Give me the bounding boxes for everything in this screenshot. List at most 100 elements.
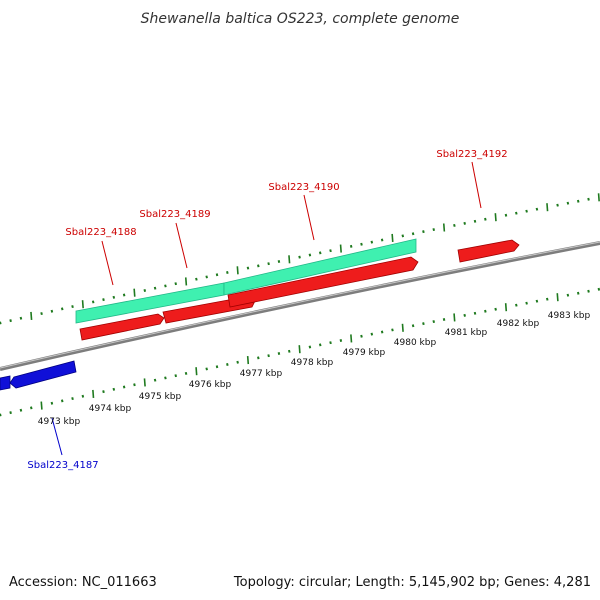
minor-tick xyxy=(308,253,312,257)
minor-tick xyxy=(164,284,167,288)
minor-tick xyxy=(360,242,363,246)
minor-tick xyxy=(566,201,570,205)
major-tick xyxy=(546,203,549,212)
major-tick xyxy=(184,277,188,286)
major-tick xyxy=(350,334,353,343)
minor-tick xyxy=(112,387,116,391)
rna-feature-segment[interactable] xyxy=(223,238,417,296)
minor-tick xyxy=(473,311,477,315)
cds-arrow-sbal223-4190[interactable] xyxy=(227,256,419,308)
major-tick xyxy=(143,378,146,387)
minor-tick xyxy=(504,213,508,217)
minor-tick xyxy=(432,228,436,232)
reverse-cds-track xyxy=(0,360,77,391)
scale-label: 4982 kbp xyxy=(497,319,540,329)
minor-tick xyxy=(205,275,208,279)
major-tick xyxy=(195,367,198,376)
minor-tick xyxy=(60,307,64,311)
gene-label-sbal223-4188[interactable]: Sbal223_4188 xyxy=(65,227,136,238)
outer-tick-ring xyxy=(0,193,600,325)
major-tick xyxy=(494,213,497,222)
scale-label: 4976 kbp xyxy=(189,380,232,390)
leader-line-sbal223-4187 xyxy=(51,417,63,456)
major-tick xyxy=(133,288,136,297)
minor-tick xyxy=(71,305,74,309)
minor-tick xyxy=(174,282,178,286)
minor-tick xyxy=(411,232,415,236)
minor-tick xyxy=(597,287,600,291)
major-tick xyxy=(236,266,239,275)
minor-tick xyxy=(370,332,374,336)
minor-tick xyxy=(195,277,198,281)
minor-tick xyxy=(277,260,281,263)
minor-tick xyxy=(226,363,229,366)
gene-label-sbal223-4189[interactable]: Sbal223_4189 xyxy=(139,209,210,220)
minor-tick xyxy=(401,234,405,238)
cds-arrow-sbal223-4187[interactable] xyxy=(9,360,77,389)
major-tick xyxy=(401,323,404,332)
forward-cds-track xyxy=(79,239,520,341)
minor-tick xyxy=(50,401,54,405)
minor-tick xyxy=(576,199,580,203)
rna-track xyxy=(75,238,417,324)
gene-label-sbal223-4192[interactable]: Sbal223_4192 xyxy=(436,149,507,160)
minor-tick xyxy=(9,319,12,323)
minor-tick xyxy=(556,203,559,207)
minor-tick xyxy=(484,217,487,221)
scale-label: 4978 kbp xyxy=(291,358,334,368)
minor-tick xyxy=(360,334,363,338)
accession-label: Accession: NC_011663 xyxy=(9,575,157,590)
scale-label: 4975 kbp xyxy=(139,392,182,402)
minor-tick xyxy=(153,378,157,382)
label-leaders xyxy=(51,161,482,456)
minor-tick xyxy=(463,313,466,317)
cds-arrow-partial[interactable] xyxy=(0,375,11,391)
minor-tick xyxy=(133,383,136,387)
minor-tick xyxy=(184,371,188,375)
minor-tick xyxy=(463,221,466,225)
minor-tick xyxy=(226,271,229,274)
leader-line-sbal223-4190 xyxy=(303,194,315,241)
minor-tick xyxy=(246,266,250,270)
scale-label: 4980 kbp xyxy=(394,338,437,348)
minor-tick xyxy=(411,324,415,328)
gene-label-sbal223-4190[interactable]: Sbal223_4190 xyxy=(268,182,339,193)
minor-tick xyxy=(60,399,64,403)
major-tick xyxy=(30,311,33,320)
scale-label: 4979 kbp xyxy=(343,348,386,358)
minor-tick xyxy=(122,385,126,389)
genome-backbone xyxy=(0,241,600,371)
gene-label-sbal223-4187[interactable]: Sbal223_4187 xyxy=(27,460,98,471)
minor-tick xyxy=(576,291,580,295)
inner-tick-ring xyxy=(0,287,600,417)
major-tick xyxy=(92,389,95,398)
scale-labels: 4973 kbp 4974 kbp 4975 kbp 4976 kbp 4977… xyxy=(38,311,591,427)
minor-tick xyxy=(102,390,105,394)
minor-tick xyxy=(422,322,425,326)
genome-backbone-highlight xyxy=(0,241,600,369)
cds-arrow-sbal223-4188[interactable] xyxy=(79,313,165,341)
minor-tick xyxy=(29,406,33,410)
scale-label: 4974 kbp xyxy=(89,404,132,414)
minor-tick xyxy=(535,299,539,303)
minor-tick xyxy=(380,238,384,242)
scale-label: 4973 kbp xyxy=(38,417,81,427)
minor-tick xyxy=(453,223,456,227)
minor-tick xyxy=(391,328,394,332)
major-tick xyxy=(597,193,600,202)
major-tick xyxy=(339,244,342,253)
minor-tick xyxy=(215,273,219,277)
minor-tick xyxy=(81,394,85,398)
minor-tick xyxy=(215,365,219,369)
minor-tick xyxy=(515,211,518,215)
cds-arrow-sbal223-4192[interactable] xyxy=(457,239,520,263)
leader-line-sbal223-4189 xyxy=(175,222,188,269)
minor-tick xyxy=(308,345,312,349)
scale-label: 4983 kbp xyxy=(548,311,591,321)
scale-label: 4981 kbp xyxy=(445,328,488,338)
minor-tick xyxy=(71,397,74,401)
major-tick xyxy=(246,356,250,365)
minor-tick xyxy=(566,293,570,297)
minor-tick xyxy=(422,230,425,234)
